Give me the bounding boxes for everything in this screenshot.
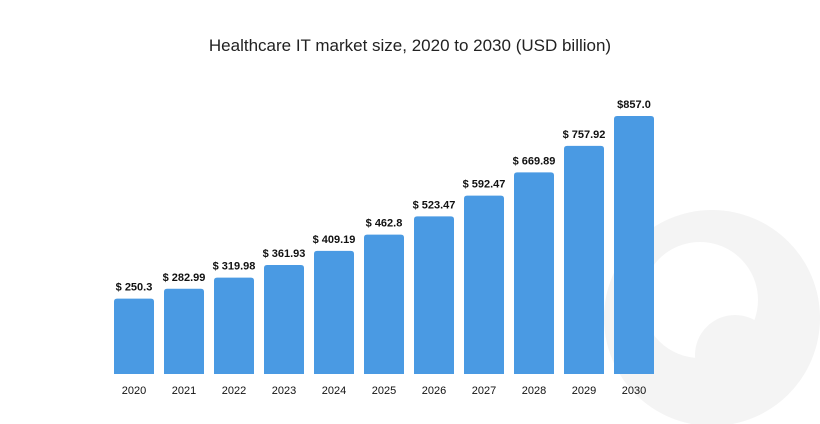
x-axis-ticks: 2020 2021 2022 2023 2024 2025 2026 2027 2028 2029… bbox=[122, 385, 646, 397]
data-label-2021: $ 282.99 bbox=[163, 272, 206, 284]
bar-2030 bbox=[614, 116, 654, 374]
bars-layer bbox=[114, 116, 654, 374]
data-label-2028: $ 669.89 bbox=[513, 155, 556, 167]
data-label-2024: $ 409.19 bbox=[313, 234, 356, 246]
x-tick-label-2025: 2025 bbox=[372, 385, 396, 397]
bar-2027 bbox=[464, 195, 504, 374]
x-tick-label-2024: 2024 bbox=[322, 385, 346, 397]
bar-2029 bbox=[564, 145, 604, 374]
bar-2026 bbox=[414, 216, 454, 374]
bar-2024 bbox=[314, 250, 354, 374]
x-tick-label-2023: 2023 bbox=[272, 385, 296, 397]
data-label-2026: $ 523.47 bbox=[413, 199, 456, 211]
bar-2023 bbox=[264, 265, 304, 374]
bar-2022 bbox=[214, 277, 254, 374]
data-label-2020: $ 250.3 bbox=[116, 282, 153, 294]
x-tick-label-2021: 2021 bbox=[172, 385, 196, 397]
bar-2021 bbox=[164, 288, 204, 374]
data-label-2030: $857.0 bbox=[617, 99, 651, 111]
data-label-2023: $ 361.93 bbox=[263, 248, 306, 260]
x-tick-label-2030: 2030 bbox=[622, 385, 646, 397]
x-tick-label-2020: 2020 bbox=[122, 385, 146, 397]
data-label-2022: $ 319.98 bbox=[213, 261, 256, 273]
bar-2020 bbox=[114, 298, 154, 374]
bar-2025 bbox=[364, 234, 404, 374]
data-label-2027: $ 592.47 bbox=[463, 179, 506, 191]
x-tick-label-2027: 2027 bbox=[472, 385, 496, 397]
x-tick-label-2028: 2028 bbox=[522, 385, 546, 397]
chart-title: Healthcare IT market size, 2020 to 2030 … bbox=[208, 36, 612, 55]
x-tick-label-2026: 2026 bbox=[422, 385, 446, 397]
x-tick-label-2029: 2029 bbox=[572, 385, 596, 397]
data-labels-layer: $ 250.3 $ 282.99 $ 319.98 $ 361.93 $ 409.19 $… bbox=[116, 99, 651, 294]
bar-2028 bbox=[514, 172, 554, 374]
data-label-2029: $ 757.92 bbox=[563, 129, 606, 141]
data-label-2025: $ 462.8 bbox=[366, 218, 403, 230]
x-tick-label-2022: 2022 bbox=[222, 385, 246, 397]
watermark-logo bbox=[604, 210, 820, 424]
